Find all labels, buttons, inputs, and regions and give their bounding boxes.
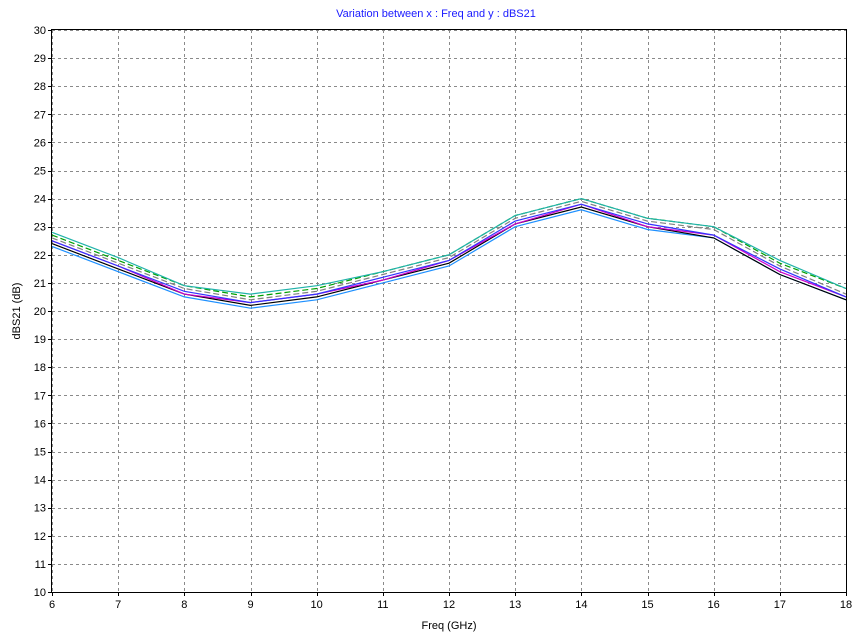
- y-tick-label: 18: [34, 362, 46, 374]
- x-tick-label: 17: [774, 599, 786, 611]
- x-tick-label: 12: [443, 599, 455, 611]
- y-tick-label: 14: [34, 475, 46, 487]
- y-tick-label: 23: [34, 222, 46, 234]
- grid: [52, 30, 847, 593]
- x-tick-label: 9: [247, 599, 253, 611]
- x-tick-label: 8: [181, 599, 187, 611]
- y-tick-label: 10: [34, 587, 46, 599]
- y-tick-label: 20: [34, 306, 46, 318]
- y-tick-label: 30: [34, 25, 46, 37]
- x-axis-ticks: 6 7 8 9 10 11 12 13 14 15 16 17 18: [49, 592, 852, 611]
- y-tick-label: 25: [34, 166, 46, 178]
- x-tick-label: 11: [377, 599, 388, 611]
- x-tick-label: 13: [509, 599, 521, 611]
- x-tick-label: 14: [575, 599, 587, 611]
- y-tick-label: 19: [34, 334, 46, 346]
- y-axis-label: dBS21 (dB): [11, 283, 23, 340]
- y-tick-label: 21: [34, 278, 46, 290]
- x-tick-label: 7: [115, 599, 121, 611]
- chart-title: Variation between x : Freq and y : dBS21: [336, 8, 536, 20]
- series-line-7: [51, 197, 847, 295]
- x-tick-label: 16: [708, 599, 720, 611]
- y-tick-label: 15: [34, 447, 46, 459]
- series-line-5: [51, 200, 847, 301]
- y-tick-label: 17: [34, 390, 46, 402]
- series-lines: [51, 197, 847, 309]
- x-tick-label: 18: [840, 599, 852, 611]
- y-tick-label: 28: [34, 81, 46, 93]
- y-axis-ticks: 10 11 12 13 14 15 16 17 18 19 20 21 22 23 24 25 26 27 28 29…: [34, 25, 52, 599]
- series-line-4: [51, 203, 847, 304]
- y-tick-label: 16: [34, 418, 46, 430]
- y-tick-label: 27: [34, 109, 46, 121]
- y-tick-label: 13: [34, 503, 46, 515]
- y-tick-label: 12: [34, 531, 46, 543]
- x-tick-label: 6: [49, 599, 55, 611]
- x-tick-label: 10: [311, 599, 323, 611]
- y-tick-label: 22: [34, 250, 46, 262]
- y-tick-label: 29: [34, 53, 46, 65]
- y-tick-label: 24: [34, 194, 46, 206]
- y-tick-label: 11: [35, 559, 46, 571]
- x-axis-label: Freq (GHz): [422, 620, 477, 632]
- x-tick-label: 15: [641, 599, 653, 611]
- y-tick-label: 26: [34, 137, 46, 149]
